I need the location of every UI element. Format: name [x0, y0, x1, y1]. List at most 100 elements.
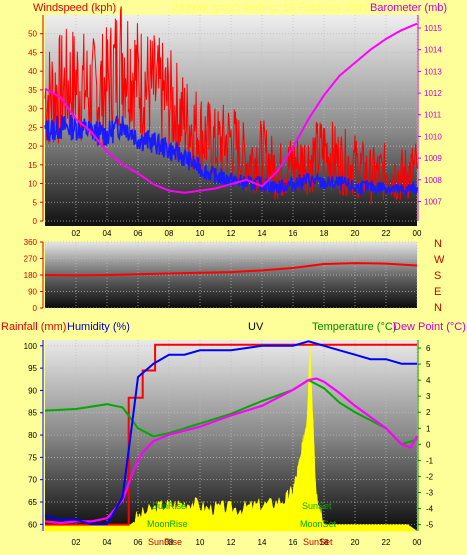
- moonrise-label: MoonRise: [147, 519, 188, 529]
- top-right-ticks: 1007 1008 1009 1010 1011 1012 1013 1014 1015: [418, 24, 442, 206]
- temperature-line: [44, 378, 418, 446]
- compass-e: E: [434, 286, 442, 298]
- top-left-tick-label: 0: [33, 217, 38, 226]
- avg-wind-line: [44, 114, 418, 198]
- sunrise-label: SunRise: [152, 501, 187, 511]
- windspeed-title: Windspeed (kph): [33, 2, 117, 14]
- top-x-ticks: 02 04 06 08 10 12 14 16 18 20 22 00: [72, 229, 422, 238]
- bottom-x-tick-label: 04: [103, 538, 112, 547]
- mid-tick-label: 0: [33, 304, 38, 313]
- bottom-x-tick-label: 08: [165, 538, 174, 547]
- mid-tick-label: 90: [28, 288, 37, 297]
- bottom-x-tick-label: 12: [227, 538, 236, 547]
- mid-series: [44, 262, 418, 277]
- top-right-tick-label: 1014: [424, 46, 442, 55]
- rainfall-line: [45, 343, 417, 526]
- compass-w: W: [434, 254, 445, 266]
- top-x-tick-label: 22: [382, 229, 391, 238]
- bottom-series: [44, 340, 418, 532]
- bottom-right-ticks: -5 -4 -3 -2 -1 0 1 2 3 4 5 6: [418, 344, 434, 530]
- bottom-left-tick-label: 60: [28, 520, 37, 529]
- bottom-x-tick-label: 00: [413, 538, 422, 547]
- bottom-left-tick-label: 95: [28, 364, 37, 373]
- bottom-right-tick-label: 3: [426, 392, 431, 401]
- top-x-tick-label: 04: [103, 229, 112, 238]
- top-right-tick-label: 1009: [424, 154, 442, 163]
- barometer-line: [44, 22, 418, 194]
- top-x-tick-label: 10: [196, 229, 205, 238]
- top-x-tick-label: 08: [165, 229, 174, 238]
- bottom-left-tick-label: 90: [28, 386, 37, 395]
- mid-grid: [45, 241, 418, 309]
- top-left-tick-label: 30: [28, 105, 37, 114]
- bottom-x-tick-label: 16: [289, 538, 298, 547]
- top-left-tick-label: 15: [28, 161, 37, 170]
- top-x-tick-label: 14: [258, 229, 267, 238]
- top-left-ticks: 0 5 10 15 20 25 30 35 40 45 50: [28, 30, 43, 226]
- mid-tick-label: 270: [24, 255, 38, 264]
- graph-period-title: 24 hour graph ending: 13 February 2011: [172, 2, 369, 14]
- temperature-title: Temperature (°C): [312, 321, 397, 333]
- bottom-x-tick-label: 18: [320, 538, 329, 547]
- bottom-x-tick-label: 22: [382, 538, 391, 547]
- moonset-label: MoonSet: [300, 519, 337, 529]
- top-series: [44, 6, 418, 205]
- sunrise-axis-label: SunRise: [148, 537, 183, 547]
- bottom-right-tick-label: -4: [426, 505, 434, 514]
- top-right-tick-label: 1008: [424, 176, 442, 185]
- top-x-tick-label: 12: [227, 229, 236, 238]
- bottom-right-tick-label: 1: [426, 424, 431, 433]
- dewpoint-line: [44, 377, 418, 525]
- top-left-tick-label: 25: [28, 123, 37, 132]
- top-x-tick-label: 18: [320, 229, 329, 238]
- bottom-right-tick-label: -3: [426, 488, 434, 497]
- bottom-x-tick-label: 20: [351, 538, 360, 547]
- top-x-tick-label: 16: [289, 229, 298, 238]
- humidity-title: Humidity (%): [67, 321, 130, 333]
- top-left-tick-label: 35: [28, 86, 37, 95]
- top-right-tick-label: 1015: [424, 24, 442, 33]
- gust-line: [44, 6, 418, 205]
- bottom-x-tick-label: 10: [196, 538, 205, 547]
- bottom-left-tick-label: 70: [28, 476, 37, 485]
- top-right-tick-label: 1007: [424, 197, 442, 206]
- wind-direction-chart: 0 90 180 270 360: [24, 238, 418, 313]
- bottom-left-tick-label: 75: [28, 453, 37, 462]
- top-x-tick-label: 20: [351, 229, 360, 238]
- top-left-tick-label: 45: [28, 48, 37, 57]
- bottom-x-tick-label: 06: [134, 538, 143, 547]
- bottom-left-ticks: 60 65 70 75 80 85 90 95 100: [24, 342, 43, 529]
- bottom-left-tick-label: 100: [24, 342, 38, 351]
- bottom-left-tick-label: 65: [28, 498, 37, 507]
- top-right-tick-label: 1013: [424, 67, 442, 76]
- rainfall-title: Rainfall (mm): [1, 321, 67, 333]
- bottom-x-tick-label: 14: [258, 538, 267, 547]
- wind-direction-line: [44, 262, 418, 277]
- bottom-right-tick-label: -1: [426, 456, 434, 465]
- bottom-right-tick-label: 0: [426, 440, 431, 449]
- compass-s: S: [434, 270, 442, 282]
- humidity-line: [44, 340, 417, 526]
- bottom-right-tick-label: 6: [426, 344, 431, 353]
- top-right-tick-label: 1010: [424, 132, 442, 141]
- bottom-right-tick-label: -2: [426, 472, 434, 481]
- bottom-left-tick-label: 80: [28, 431, 37, 440]
- bottom-right-tick-label: 5: [426, 360, 431, 369]
- top-left-tick-label: 10: [28, 180, 37, 189]
- top-left-tick-label: 20: [28, 142, 37, 151]
- top-right-tick-label: 1012: [424, 89, 442, 98]
- sunset-axis-label: SunSet: [303, 537, 333, 547]
- top-x-tick-label: 02: [72, 229, 81, 238]
- bottom-right-tick-label: 2: [426, 408, 431, 417]
- top-left-tick-label: 50: [28, 30, 37, 39]
- top-right-tick-label: 1011: [424, 111, 442, 120]
- uv-area: [44, 340, 418, 532]
- uv-title: UV: [248, 321, 264, 333]
- top-x-tick-label: 06: [134, 229, 143, 238]
- mid-y-ticks: 0 90 180 270 360: [24, 238, 43, 313]
- mid-tick-label: 360: [24, 238, 38, 247]
- bottom-x-tick-label: 02: [72, 538, 81, 547]
